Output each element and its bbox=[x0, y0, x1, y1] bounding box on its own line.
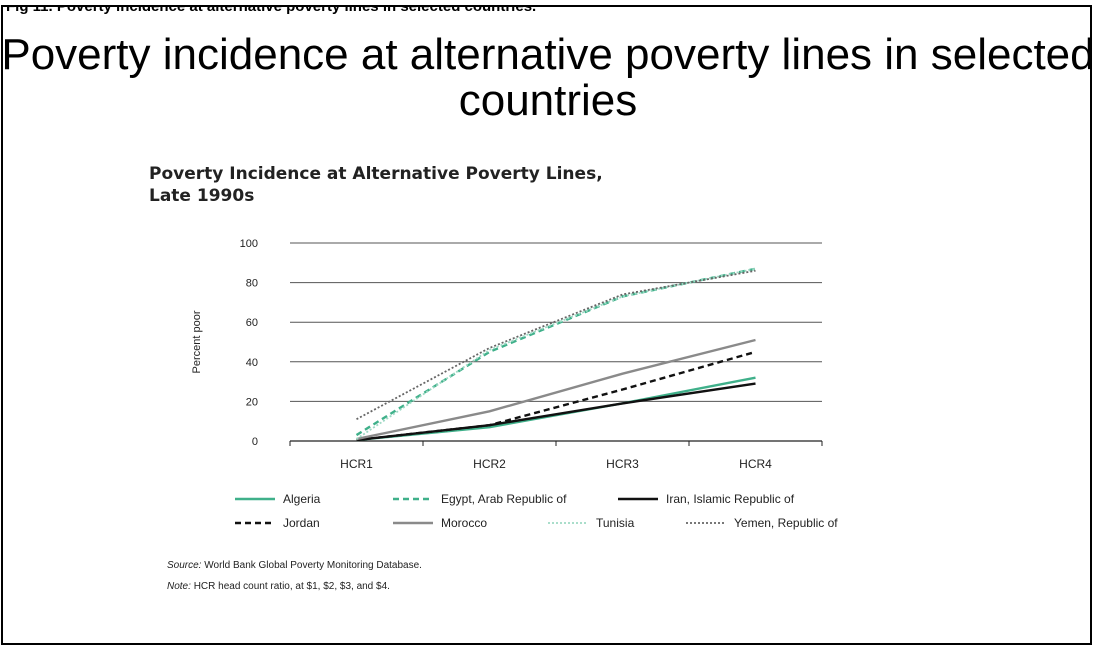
series-line bbox=[356, 376, 756, 442]
series-line bbox=[355, 267, 756, 437]
y-tick-label: 0 bbox=[252, 436, 258, 448]
series-line bbox=[356, 350, 756, 442]
x-tick-label: HCR1 bbox=[340, 457, 373, 471]
legend-label: Morocco bbox=[441, 516, 487, 530]
legend-label: Tunisia bbox=[596, 516, 635, 530]
y-tick-label: 20 bbox=[246, 396, 258, 408]
legend-label: Egypt, Arab Republic of bbox=[441, 492, 567, 506]
legend-label: Iran, Islamic Republic of bbox=[666, 492, 795, 506]
x-tick-label: HCR4 bbox=[739, 457, 772, 471]
legend-label: Jordan bbox=[283, 516, 320, 530]
series-line bbox=[356, 269, 756, 421]
y-tick-label: 60 bbox=[246, 317, 258, 329]
legend-label: Yemen, Republic of bbox=[734, 516, 838, 530]
series-line bbox=[356, 382, 756, 442]
y-tick-label: 40 bbox=[246, 357, 258, 369]
footnote: Note: HCR head count ratio, at $1, $2, $… bbox=[167, 581, 390, 592]
chart-title-line: Poverty Incidence at Alternative Poverty… bbox=[149, 164, 603, 184]
line-chart: Poverty Incidence at Alternative Poverty… bbox=[149, 164, 838, 592]
legend-label: Algeria bbox=[283, 492, 321, 506]
x-tick-label: HCR3 bbox=[606, 457, 639, 471]
slide-title: Poverty incidence at alternative poverty… bbox=[1, 30, 1095, 125]
y-tick-label: 80 bbox=[246, 278, 258, 290]
y-axis-label: Percent poor bbox=[191, 310, 203, 373]
source-note: Source: World Bank Global Poverty Monito… bbox=[167, 560, 422, 571]
y-tick-label: 100 bbox=[240, 238, 258, 250]
chart-image: Poverty Incidence at Alternative Poverty… bbox=[130, 160, 850, 600]
x-tick-label: HCR2 bbox=[473, 457, 506, 471]
caption-strip: Fig 11. Poverty incidence at alternative… bbox=[6, 0, 537, 15]
series-line bbox=[356, 338, 756, 441]
chart-title-line: Late 1990s bbox=[149, 186, 254, 206]
series-line bbox=[355, 267, 756, 440]
